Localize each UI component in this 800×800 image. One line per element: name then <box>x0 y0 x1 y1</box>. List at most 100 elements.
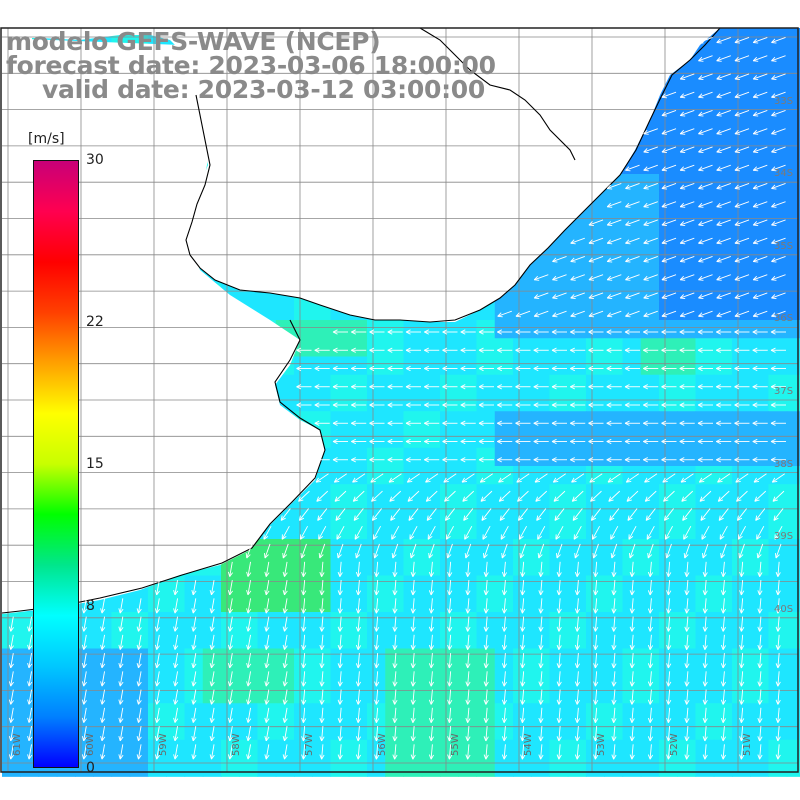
wind-arrow <box>136 653 142 669</box>
field-cell <box>659 666 678 686</box>
wind-arrow <box>352 490 365 502</box>
wind-arrow <box>410 652 416 669</box>
field-cell <box>330 393 350 412</box>
wind-arrow <box>679 128 695 135</box>
field-cell <box>166 739 186 759</box>
wind-arrow <box>460 347 476 353</box>
wind-arrow <box>571 473 585 483</box>
wind-arrow <box>551 384 567 390</box>
field-cell <box>275 758 295 777</box>
field-cell <box>257 685 277 704</box>
wind-arrow <box>661 91 677 99</box>
field-cell <box>494 411 514 431</box>
field-cell <box>513 283 532 303</box>
field-cell <box>549 666 569 686</box>
field-cell <box>750 739 770 759</box>
field-cell <box>786 666 800 686</box>
field-cell <box>786 283 800 303</box>
wind-arrow <box>700 508 711 521</box>
field-cell <box>421 685 441 704</box>
field-cell <box>2 648 21 668</box>
field-cell <box>348 575 368 595</box>
field-cell <box>768 502 788 522</box>
wind-arrow <box>643 365 659 372</box>
wind-arrow <box>387 329 403 335</box>
field-cell <box>294 593 313 613</box>
field-cell <box>184 648 204 668</box>
field-cell <box>513 666 532 686</box>
wind-arrow <box>300 543 307 559</box>
wind-arrow <box>720 652 727 669</box>
field-cell <box>440 374 459 394</box>
wind-arrow <box>410 543 417 559</box>
wind-arrow <box>478 457 494 463</box>
field-cell <box>148 685 167 704</box>
field-cell <box>312 374 332 394</box>
field-cell <box>330 758 350 777</box>
wind-arrow <box>625 219 640 227</box>
field-cell <box>713 484 733 504</box>
wind-arrow <box>478 365 494 372</box>
field-cell <box>677 502 697 522</box>
field-cell <box>312 356 332 376</box>
wind-arrow <box>698 256 713 263</box>
field-cell <box>640 703 660 723</box>
longitude-label: 52W <box>669 733 680 756</box>
field-cell <box>732 411 751 431</box>
wind-arrow <box>480 490 493 502</box>
wind-arrow <box>314 457 330 463</box>
wind-arrow <box>588 347 604 353</box>
field-cell <box>239 666 259 686</box>
wind-arrow <box>407 490 420 502</box>
field-cell <box>531 703 551 723</box>
wind-arrow <box>463 508 474 521</box>
wind-arrow <box>643 128 658 135</box>
field-cell <box>604 557 624 577</box>
wind-arrow <box>734 310 750 318</box>
wind-arrow <box>624 420 640 426</box>
wind-arrow <box>442 438 458 445</box>
field-cell <box>604 356 624 376</box>
field-cell <box>221 648 240 668</box>
field-cell <box>330 320 350 339</box>
wind-arrow <box>551 347 567 353</box>
wind-arrow <box>337 634 343 650</box>
wind-arrow <box>374 561 380 577</box>
wind-arrow <box>775 616 781 632</box>
field-cell <box>275 593 295 613</box>
wind-arrow <box>351 384 367 390</box>
wind-arrow <box>611 579 617 596</box>
wind-arrow <box>554 508 565 521</box>
wind-arrow <box>720 598 727 614</box>
field-cell <box>586 466 605 485</box>
wind-arrow <box>369 365 385 372</box>
field-cell <box>367 411 386 431</box>
field-cell <box>567 685 587 704</box>
field-cell <box>440 429 459 449</box>
wind-arrow <box>515 402 531 408</box>
wind-arrow <box>280 508 291 521</box>
colorbar-tick-label: 0 <box>86 760 95 776</box>
field-cell <box>385 520 405 540</box>
wind-arrow <box>643 438 659 445</box>
wind-arrow <box>209 598 215 614</box>
wind-arrow <box>752 73 768 81</box>
wind-arrow <box>661 347 677 353</box>
wind-arrow <box>666 652 672 669</box>
wind-arrow <box>447 561 453 577</box>
field-cell <box>312 630 332 650</box>
field-cell <box>148 703 167 723</box>
field-cell <box>129 648 149 668</box>
field-cell <box>695 666 715 686</box>
field-cell <box>348 593 368 613</box>
field-cell <box>93 758 113 777</box>
field-cell <box>294 502 313 522</box>
field-cell <box>732 721 751 741</box>
wind-arrow <box>314 420 330 426</box>
field-cell <box>586 393 605 412</box>
wind-arrow <box>757 579 763 596</box>
wind-arrow <box>661 146 677 154</box>
field-cell <box>750 484 770 504</box>
wind-arrow <box>533 420 549 426</box>
wind-arrow <box>465 561 471 577</box>
